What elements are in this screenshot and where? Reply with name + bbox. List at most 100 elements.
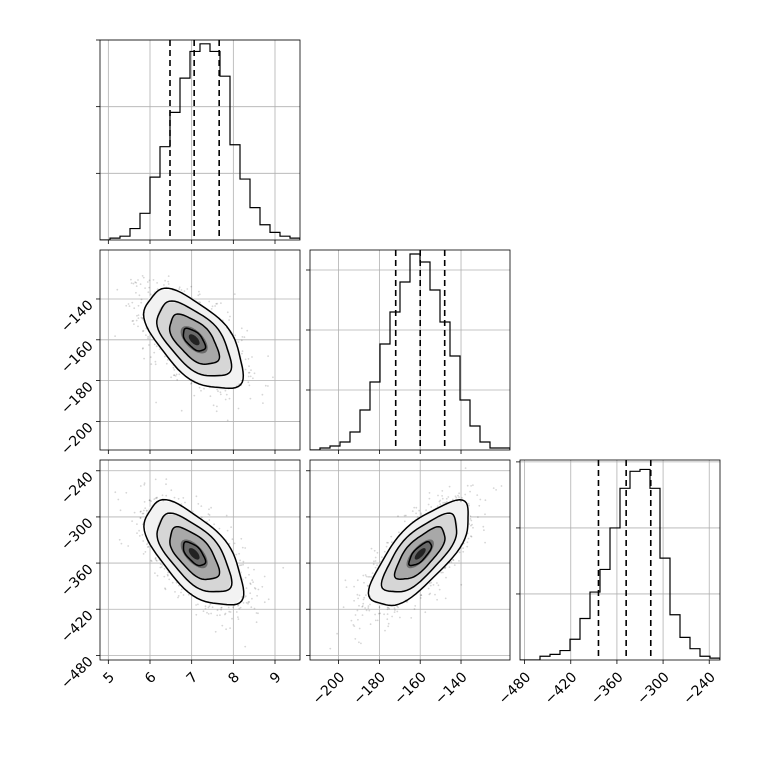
- scatter-point: [133, 323, 135, 325]
- scatter-point: [138, 294, 141, 297]
- scatter-point: [226, 311, 229, 314]
- scatter-point: [453, 564, 456, 566]
- scatter-point: [177, 595, 180, 597]
- scatter-point: [137, 279, 139, 281]
- scatter-point: [476, 494, 479, 496]
- scatter-point: [154, 572, 156, 574]
- scatter-point: [248, 601, 251, 603]
- scatter-point: [148, 279, 151, 282]
- scatter-point: [415, 506, 418, 509]
- scatter-point: [197, 503, 200, 505]
- scatter-point: [369, 623, 372, 626]
- x-tick-label: −140: [432, 669, 471, 708]
- scatter-point: [143, 501, 146, 503]
- contour-line: [142, 287, 245, 390]
- scatter-point: [142, 540, 145, 542]
- scatter-point: [261, 393, 264, 396]
- scatter-point: [226, 529, 229, 532]
- scatter-point: [128, 305, 131, 307]
- scatter-point: [213, 523, 216, 526]
- contour-line: [169, 526, 221, 581]
- scatter-point: [229, 627, 232, 629]
- scatter-point: [190, 382, 193, 384]
- scatter-point: [367, 607, 370, 609]
- scatter-point: [173, 496, 176, 499]
- scatter-point: [458, 496, 460, 499]
- panel-frame: [99, 459, 301, 661]
- scatter-point: [374, 566, 377, 569]
- scatter-point: [357, 618, 359, 621]
- scatter-point: [495, 489, 497, 491]
- scatter-point: [228, 610, 231, 613]
- scatter-point: [471, 523, 473, 526]
- scatter-point: [438, 500, 441, 503]
- scatter-point: [225, 393, 228, 396]
- scatter-point: [444, 597, 447, 600]
- scatter-point: [253, 587, 256, 589]
- scatter-point: [163, 568, 166, 570]
- x-tick-label: 8: [225, 669, 243, 687]
- scatter-point: [202, 610, 205, 613]
- scatter-point: [425, 509, 427, 512]
- scatter-point: [420, 512, 423, 515]
- scatter-point: [243, 596, 246, 599]
- scatter-point: [466, 545, 469, 548]
- scatter-point: [356, 593, 359, 596]
- scatter-point: [142, 330, 144, 333]
- x-tick-label: 5: [100, 669, 118, 687]
- scatter-point: [219, 391, 222, 394]
- scatter-point: [136, 532, 138, 534]
- scatter-point: [370, 576, 373, 578]
- y-tick-label: −360: [58, 561, 97, 600]
- scatter-point: [358, 641, 360, 644]
- scatter-point: [235, 553, 238, 556]
- scatter-point: [125, 304, 128, 307]
- scatter-point: [244, 358, 247, 361]
- scatter-point: [241, 336, 244, 338]
- scatter-point: [234, 334, 237, 337]
- scatter-point: [130, 278, 132, 281]
- scatter-point: [208, 508, 210, 511]
- scatter-point: [130, 282, 133, 284]
- scatter-point: [385, 545, 388, 548]
- scatter-point: [442, 571, 444, 574]
- scatter-point: [477, 516, 479, 518]
- scatter-point: [455, 496, 458, 499]
- scatter-point: [211, 305, 214, 308]
- scatter-point: [141, 523, 144, 526]
- scatter-point: [241, 352, 243, 355]
- y-tick-label: −160: [58, 338, 97, 377]
- histogram-step: [310, 253, 510, 450]
- scatter-point: [240, 537, 243, 540]
- scatter-point: [361, 614, 364, 616]
- scatter-point: [387, 541, 389, 544]
- scatter-point: [142, 347, 144, 349]
- scatter-point: [146, 546, 149, 548]
- scatter-point: [173, 374, 175, 377]
- contour-line: [380, 512, 458, 593]
- scatter-point: [248, 384, 251, 387]
- scatter-point: [379, 612, 382, 615]
- scatter-point: [155, 345, 158, 348]
- scatter-point: [141, 512, 144, 515]
- scatter-point: [374, 619, 377, 622]
- scatter-point: [164, 279, 167, 282]
- scatter-point: [180, 503, 183, 506]
- scatter-point: [406, 601, 409, 603]
- panel-frame: [99, 249, 301, 451]
- scatter-point: [393, 607, 396, 609]
- scatter-point: [146, 543, 148, 546]
- scatter-point: [204, 607, 207, 610]
- scatter-point: [243, 336, 246, 339]
- scatter-point: [458, 551, 461, 554]
- scatter-point: [396, 610, 399, 613]
- scatter-point: [144, 507, 147, 510]
- scatter-point: [190, 285, 193, 288]
- scatter-point: [176, 378, 179, 381]
- scatter-point: [361, 605, 364, 607]
- scatter-point: [170, 489, 173, 492]
- scatter-point: [363, 581, 365, 584]
- scatter-point: [135, 285, 138, 287]
- scatter-point: [117, 498, 120, 501]
